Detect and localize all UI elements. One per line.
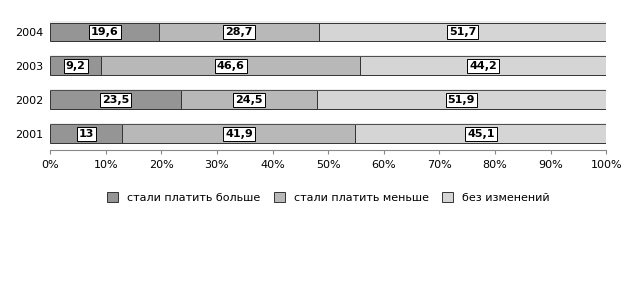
Bar (318, 23, 606, 41)
Text: 23,5: 23,5 (102, 95, 129, 105)
Bar (50, 57, 101, 75)
Text: 28,7: 28,7 (225, 27, 253, 37)
Bar (317, 90, 606, 109)
Bar (361, 57, 606, 75)
Bar (50, 23, 159, 41)
Bar (355, 124, 606, 143)
Text: 19,6: 19,6 (91, 27, 118, 37)
Bar (101, 57, 361, 75)
Text: 44,2: 44,2 (469, 61, 497, 71)
Text: 45,1: 45,1 (467, 129, 494, 139)
Text: 46,6: 46,6 (217, 61, 245, 71)
Text: 51,7: 51,7 (449, 27, 476, 37)
Text: 51,9: 51,9 (448, 95, 475, 105)
Text: 41,9: 41,9 (225, 129, 253, 139)
Text: 13: 13 (78, 129, 94, 139)
Bar (181, 90, 317, 109)
Bar (122, 124, 355, 143)
Text: 24,5: 24,5 (235, 95, 262, 105)
Text: 9,2: 9,2 (66, 61, 86, 71)
Bar (159, 23, 318, 41)
Bar (50, 124, 122, 143)
Bar (50, 90, 181, 109)
Legend: стали платить больше, стали платить меньше, без изменений: стали платить больше, стали платить мень… (103, 188, 554, 207)
